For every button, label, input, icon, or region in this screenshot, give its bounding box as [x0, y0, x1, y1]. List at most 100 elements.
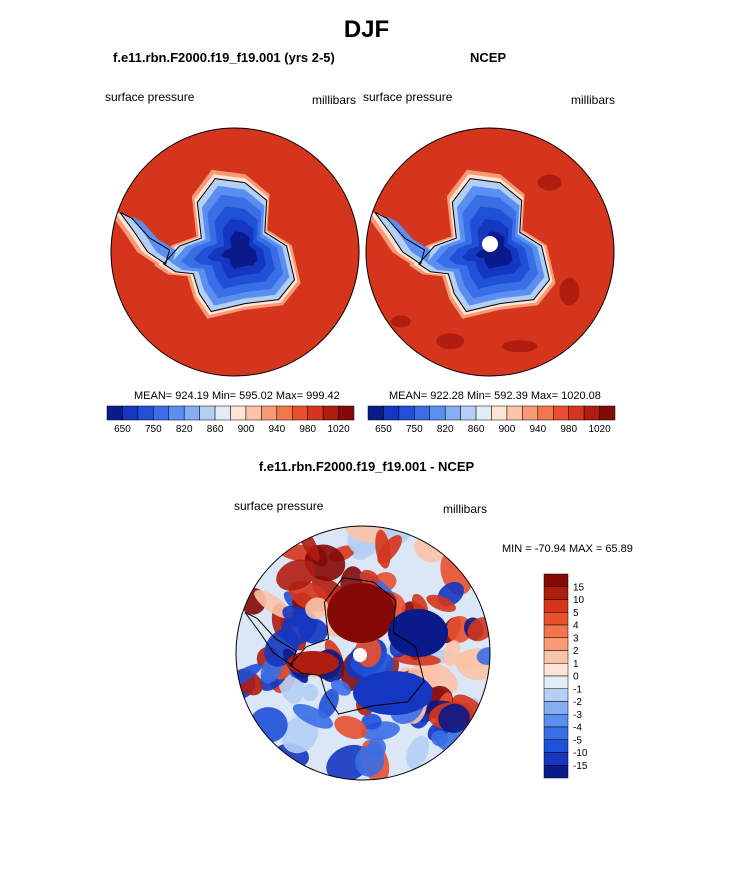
- coastline: [374, 211, 426, 265]
- anomaly-blob: [388, 609, 448, 657]
- colorbar-swatch: [491, 405, 508, 421]
- colorbar-tick-label: 3: [573, 633, 579, 644]
- colorbar-swatch: [543, 714, 569, 728]
- colorbar-swatch: [214, 405, 231, 421]
- colorbar-swatch: [307, 405, 324, 421]
- anomaly-blob: [431, 730, 449, 747]
- colorbar-tick-label: -5: [573, 735, 582, 746]
- anomaly-blob: [476, 647, 490, 666]
- colorbar-tick-label: 1020: [588, 424, 611, 435]
- map-border: [365, 127, 615, 377]
- colorbar-tick-label: -3: [573, 710, 582, 721]
- colorbar-tick-label: 1: [573, 659, 579, 670]
- coastline: [119, 211, 171, 265]
- colorbar-tick-label: -15: [573, 761, 588, 772]
- map-border: [110, 127, 360, 377]
- anomaly-blob: [330, 679, 352, 696]
- colorbar-swatch: [261, 405, 278, 421]
- colorbar-tick-label: 650: [114, 424, 131, 435]
- anomaly-blob: [318, 688, 339, 719]
- colorbar-swatch: [322, 405, 339, 421]
- panel2-title: NCEP: [470, 50, 507, 65]
- colorbar-swatch: [543, 726, 569, 740]
- colorbar-swatch: [168, 405, 185, 421]
- colorbar-swatch: [543, 650, 569, 664]
- colorbar-swatch: [199, 405, 216, 421]
- anomaly-blob: [334, 715, 368, 739]
- panel2-variable-label: surface pressure: [363, 90, 453, 104]
- colorbar-swatch: [543, 599, 569, 613]
- coastline: [289, 577, 425, 715]
- panel1-units-label: millibars: [312, 93, 357, 107]
- colorbar-tick-label: 900: [499, 424, 516, 435]
- panel3-title: f.e11.rbn.F2000.f19_f19.001 - NCEP: [258, 459, 475, 474]
- anomaly-blob: [426, 594, 456, 613]
- map-2: [366, 128, 614, 376]
- colorbar-swatch: [383, 405, 400, 421]
- colorbar-swatch: [543, 624, 569, 638]
- anomaly-blob: [301, 683, 319, 702]
- colorbar-swatch: [414, 405, 430, 421]
- anomaly-blob: [281, 715, 319, 754]
- pressure-cell: [537, 174, 562, 191]
- colorbar-swatch: [444, 405, 461, 421]
- colorbar-tick-label: -4: [573, 723, 582, 734]
- colorbar-tick-label: 1020: [327, 424, 350, 435]
- pressure-contour-band: [131, 216, 177, 263]
- colorbar-swatch: [543, 637, 569, 651]
- panel3-units-label: millibars: [443, 502, 488, 516]
- colorbar-swatch: [475, 405, 492, 421]
- panel1-variable-label: surface pressure: [105, 90, 195, 104]
- anomaly-blob: [276, 559, 316, 591]
- anomaly-blob: [361, 713, 382, 730]
- colorbar-tick-label: -2: [573, 697, 582, 708]
- colorbar-swatch: [183, 405, 200, 421]
- colorbar-swatch: [543, 675, 569, 689]
- panel3-minmax: MIN = -70.94 MAX = 65.89: [502, 543, 633, 555]
- colorbar-swatch: [543, 573, 569, 587]
- colorbar-tick-label: 980: [299, 424, 316, 435]
- colorbar-tick-label: 820: [437, 424, 454, 435]
- colorbar-tick-label: 5: [573, 608, 579, 619]
- pole-hole: [353, 648, 367, 662]
- colorbar-swatch: [543, 739, 569, 753]
- colorbar-tick-label: 2: [573, 646, 579, 657]
- anomaly-blob: [353, 671, 433, 715]
- panel3-variable-label: surface pressure: [234, 499, 324, 513]
- colorbar-swatch: [398, 405, 415, 421]
- colorbar-tick-label: 940: [268, 424, 285, 435]
- map-1: [111, 128, 359, 376]
- colorbar-tick-label: 4: [573, 621, 579, 632]
- pressure-contour-band: [220, 231, 258, 269]
- colorbar-swatch: [367, 405, 384, 421]
- panel1-stats: MEAN= 924.19 Min= 595.02 Max= 999.42: [134, 390, 340, 402]
- colorbar-tick-label: -1: [573, 684, 582, 695]
- anomaly-blob: [367, 737, 386, 758]
- anomaly-blob: [438, 703, 470, 733]
- colorbar-swatch: [583, 405, 600, 421]
- colorbar-swatch: [506, 405, 523, 421]
- colorbar-swatch: [543, 586, 569, 600]
- colorbar-swatch: [543, 765, 569, 779]
- colorbar-swatch: [543, 752, 569, 766]
- pressure-cell: [390, 315, 411, 328]
- anomaly-blob: [406, 735, 430, 769]
- colorbar-swatch: [137, 405, 154, 421]
- colorbar-swatch: [153, 405, 169, 421]
- panel1-title: f.e11.rbn.F2000.f19_f19.001 (yrs 2-5): [113, 50, 335, 65]
- anomaly-blob: [375, 529, 391, 569]
- anomaly-blob: [287, 651, 339, 675]
- coastline: [162, 178, 296, 313]
- anomaly-blob: [305, 597, 329, 620]
- colorbar-swatch: [568, 405, 585, 421]
- coastline: [244, 611, 297, 666]
- colorbar-tick-label: 980: [560, 424, 577, 435]
- pole-hole: [482, 236, 498, 252]
- anomaly-blob: [298, 618, 328, 644]
- colorbar-tick-label: 0: [573, 672, 579, 683]
- colorbar-tick-label: 10: [573, 595, 585, 606]
- colorbar-swatch: [106, 405, 123, 421]
- anomaly-blob: [292, 703, 334, 729]
- colorbar-tick-label: 940: [529, 424, 546, 435]
